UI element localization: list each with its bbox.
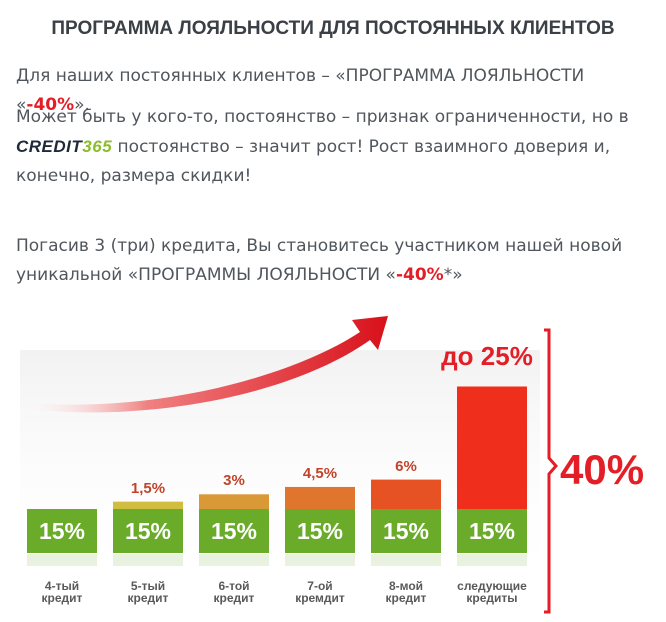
intro-text: Для наших постоянных клиентов – «ПРОГРАМ… [16, 66, 585, 115]
category-label: 7-ой кремдит [295, 579, 345, 605]
loyalty-chart: 15% 4-тый кредит 15% 1,5% 5-тый кредит 15% 3% 6-т… [0, 290, 666, 622]
membership-discount: -40% [395, 265, 444, 285]
base-bar [285, 509, 355, 553]
base-bar-label: 15% [468, 518, 516, 544]
growth-line-1: Может быть у кого-то, постоянство – приз… [16, 107, 629, 127]
bonus-bar [285, 486, 355, 509]
growth-line-3: конечно, размера скидки! [16, 166, 252, 186]
brand-logo-credit: CREDIT [16, 137, 83, 156]
growth-arrow [18, 316, 388, 413]
membership-line-1: Погасив 3 (три) кредита, Вы становитесь … [16, 236, 623, 256]
base-bar [199, 509, 269, 553]
bonus-bar-label: 3% [223, 472, 245, 490]
bonus-bar [371, 479, 441, 509]
category-label: 6-той кредит [213, 579, 255, 605]
category-label: следующие кредиты [457, 579, 527, 605]
bar-reflection [199, 554, 269, 566]
intro-paragraph: Для наших постоянных клиентов – «ПРОГРАМ… [16, 62, 656, 120]
base-bar-label: 15% [382, 518, 430, 544]
bonus-bar-label: до 25% [441, 340, 533, 371]
membership-line-2-end: *» [443, 265, 463, 285]
page-title: ПРОГРАММА ЛОЯЛЬНОСТИ ДЛЯ ПОСТОЯННЫХ КЛИЕ… [51, 18, 615, 39]
brand-logo-365: 365 [82, 137, 113, 156]
bar-reflection [457, 554, 527, 566]
bar-reflection [27, 554, 97, 566]
base-bar-label: 15% [38, 518, 86, 544]
bar-reflection [371, 554, 441, 566]
discount-highlight: -40% [26, 95, 75, 115]
category-label: 5-тый кредит [127, 579, 169, 605]
total-bracket [544, 328, 558, 614]
bonus-bar [457, 386, 527, 509]
base-bar-label: 15% [296, 518, 344, 544]
chart-graphics [18, 316, 558, 614]
base-bar [371, 509, 441, 553]
growth-paragraph: Может быть у кого-то, постоянство – приз… [16, 103, 656, 191]
category-label: 8-мой кредит [385, 579, 427, 605]
bonus-bar [199, 494, 269, 509]
base-bar [27, 509, 97, 553]
growth-line-2-text: постоянство – значит рост! Рост взаимног… [112, 137, 611, 157]
intro-text-end: ». [74, 95, 90, 115]
bonus-bar [113, 501, 183, 509]
chart-backdrop [20, 350, 540, 590]
total-discount-label: 40% [560, 446, 645, 493]
bar-reflection [285, 554, 355, 566]
bar-reflection [113, 554, 183, 566]
membership-line-2-text: уникальной «ПРОГРАММЫ ЛОЯЛЬНОСТИ « [16, 265, 396, 285]
base-bar-label: 15% [124, 518, 172, 544]
bonus-bar-label: 6% [395, 457, 417, 475]
category-label: 4-тый кредит [41, 579, 83, 605]
membership-paragraph: Погасив 3 (три) кредита, Вы становитесь … [16, 232, 656, 290]
bonus-bar-label: 1,5% [130, 479, 166, 497]
bonus-bar-label: 4,5% [302, 464, 338, 482]
growth-line-2: CREDIT365 постоянство – значит рост! Рос… [16, 132, 656, 162]
membership-line-2: уникальной «ПРОГРАММЫ ЛОЯЛЬНОСТИ «-40%*» [16, 261, 656, 290]
base-bar [457, 509, 527, 553]
base-bar-label: 15% [210, 518, 258, 544]
base-bar [113, 509, 183, 553]
